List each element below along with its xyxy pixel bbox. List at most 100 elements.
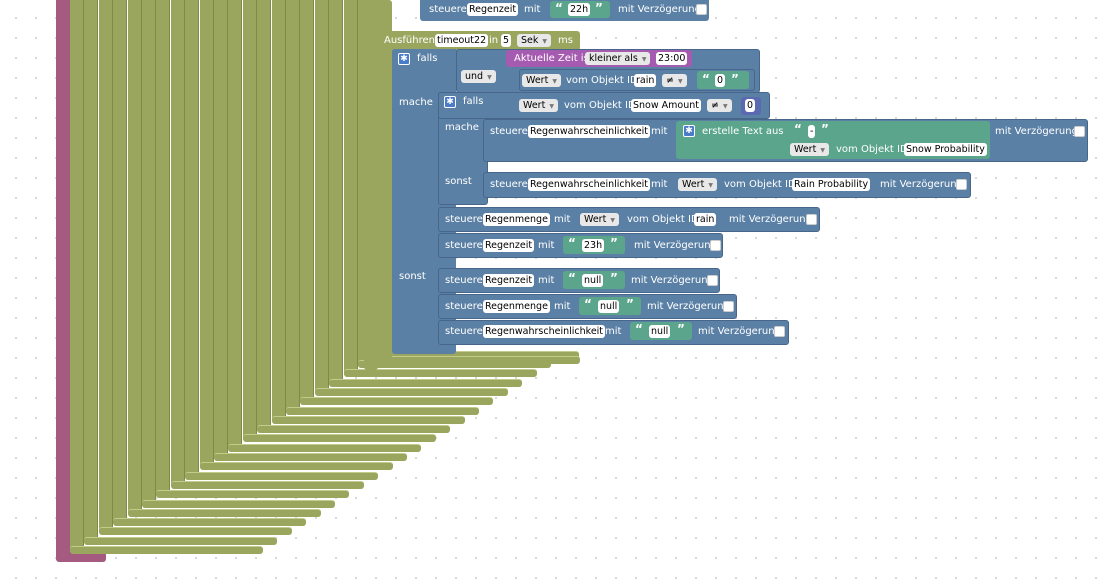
nested-timeout-foot[interactable] (185, 471, 379, 480)
delay-checkbox[interactable] (1074, 126, 1085, 137)
variable-field[interactable]: Regenzeit (483, 274, 535, 287)
nested-timeout-stripe[interactable] (242, 0, 257, 442)
variable-field[interactable]: Regenwahrscheinlichkeit (483, 325, 606, 338)
delay-checkbox[interactable] (696, 4, 707, 15)
nested-timeout-stripe[interactable] (98, 0, 113, 535)
mit-label: mit (524, 4, 541, 15)
object-id-field[interactable]: Snow Amount (631, 99, 701, 112)
string-field[interactable]: 23h (582, 239, 605, 252)
nested-timeout-foot[interactable] (257, 425, 451, 434)
function-block-stripe[interactable] (56, 0, 70, 562)
nested-timeout-stripe[interactable] (343, 0, 358, 377)
open-quote-icon: “ (794, 122, 802, 136)
object-id-field[interactable]: Rain Probability (792, 178, 871, 191)
nested-timeout-foot[interactable] (314, 387, 508, 396)
unit-dropdown[interactable]: Sek ▼ (517, 34, 552, 47)
nested-timeout-foot[interactable] (127, 508, 321, 517)
string-field[interactable]: null (649, 325, 671, 338)
nested-timeout-foot[interactable] (199, 462, 393, 471)
wert-dropdown[interactable]: Wert ▼ (678, 178, 717, 191)
nested-timeout-foot[interactable] (156, 490, 350, 499)
variable-field[interactable]: Regenwahrscheinlichkeit (528, 178, 651, 191)
nested-timeout-stripe[interactable] (185, 0, 200, 479)
number-field[interactable]: 0 (745, 99, 756, 112)
wert-dropdown[interactable]: Wert ▼ (522, 74, 561, 87)
variable-field[interactable]: Regenmenge (483, 300, 550, 313)
nested-timeout-foot[interactable] (271, 415, 465, 424)
nested-timeout-stripe[interactable] (300, 0, 315, 405)
nested-timeout-foot[interactable] (286, 406, 479, 415)
nested-timeout-stripe[interactable] (113, 0, 128, 526)
timeout-block-stripe[interactable] (364, 0, 378, 370)
mache-label: mache (445, 122, 479, 133)
string-field[interactable]: - (808, 125, 816, 138)
nested-timeout-foot[interactable] (170, 480, 364, 489)
nested-timeout-foot[interactable] (70, 546, 263, 554)
nested-timeout-stripe[interactable] (314, 0, 329, 395)
nested-timeout-stripe[interactable] (286, 0, 300, 414)
variable-field[interactable]: Regenwahrscheinlichkeit (528, 125, 651, 138)
delay-checkbox[interactable] (723, 301, 734, 312)
nested-timeout-foot[interactable] (98, 527, 292, 536)
nested-timeout-stripe[interactable] (156, 0, 171, 498)
und-dropdown[interactable]: und ▼ (461, 70, 496, 83)
wert-dropdown[interactable]: Wert ▼ (580, 213, 619, 226)
object-id-field[interactable]: Snow Probability (904, 143, 987, 156)
nested-timeout-foot[interactable] (228, 443, 422, 452)
nested-timeout-stripe[interactable] (84, 0, 99, 544)
nested-timeout-foot[interactable] (378, 356, 580, 364)
delay-checkbox[interactable] (707, 275, 718, 286)
string-field[interactable]: null (598, 300, 620, 313)
compare-op-dropdown[interactable]: kleiner als ▼ (585, 52, 651, 65)
steuere-label: steuere (445, 240, 483, 251)
mutator-gear-icon[interactable]: ✱ (398, 53, 410, 65)
nested-timeout-foot[interactable] (329, 378, 523, 387)
wert-dropdown[interactable]: Wert ▼ (519, 99, 558, 112)
nested-timeout-stripe[interactable] (271, 0, 286, 423)
nested-timeout-foot[interactable] (242, 434, 436, 443)
variable-field[interactable]: Regenmenge (483, 213, 550, 226)
nested-timeout-stripe[interactable] (257, 0, 272, 433)
wert-dropdown[interactable]: Wert ▼ (790, 143, 829, 156)
function-block-foot[interactable] (56, 552, 106, 562)
nested-timeout-stripe[interactable] (199, 0, 214, 470)
variable-field[interactable]: Regenzeit (467, 3, 519, 16)
neq-dropdown[interactable]: ≠ ▼ (662, 74, 687, 87)
time-field[interactable]: 23:00 (656, 52, 688, 65)
steuere-label: steuere (490, 126, 528, 137)
object-id-field[interactable]: rain (694, 213, 717, 226)
nested-timeout-stripe[interactable] (70, 0, 84, 553)
nested-timeout-stripe[interactable] (127, 0, 142, 516)
variable-field[interactable]: Regenzeit (483, 239, 535, 252)
delay-checkbox[interactable] (710, 240, 721, 251)
delay-checkbox[interactable] (806, 214, 817, 225)
nested-timeout-stripe[interactable] (228, 0, 243, 451)
string-field[interactable]: 0 (715, 74, 726, 87)
delay-checkbox[interactable] (774, 326, 785, 337)
nested-timeout-foot[interactable] (343, 369, 537, 378)
timeout-name-field[interactable]: timeout22 (435, 34, 489, 47)
string-field[interactable]: null (582, 274, 604, 287)
delay-checkbox[interactable] (956, 179, 967, 190)
mutator-gear-icon[interactable]: ✱ (683, 125, 695, 137)
nested-timeout-stripe[interactable] (142, 0, 156, 507)
nested-timeout-stripe[interactable] (329, 0, 344, 386)
set-regenmenge-block[interactable] (438, 207, 820, 232)
nested-timeout-foot[interactable] (84, 536, 278, 545)
timeout-block-stripe[interactable] (378, 0, 392, 362)
neq-dropdown[interactable]: ≠ ▼ (707, 99, 732, 112)
nested-timeout-foot[interactable] (113, 518, 307, 527)
nested-timeout-stripe[interactable] (214, 0, 228, 460)
object-id-field[interactable]: rain (634, 74, 657, 87)
mutator-gear-icon[interactable]: ✱ (444, 96, 456, 108)
nested-timeout-foot[interactable] (372, 350, 580, 359)
ausfuehren-label: Ausführen (384, 35, 435, 46)
set-regenwahrscheinlichkeit-null-block[interactable] (438, 320, 789, 345)
timeout-count-field[interactable]: 5 (501, 34, 512, 47)
nested-timeout-stripe[interactable] (170, 0, 185, 488)
nested-timeout-foot[interactable] (142, 499, 335, 508)
nested-timeout-foot[interactable] (214, 453, 407, 461)
nested-timeout-foot[interactable] (300, 397, 494, 406)
string-field[interactable]: 22h (568, 3, 591, 16)
